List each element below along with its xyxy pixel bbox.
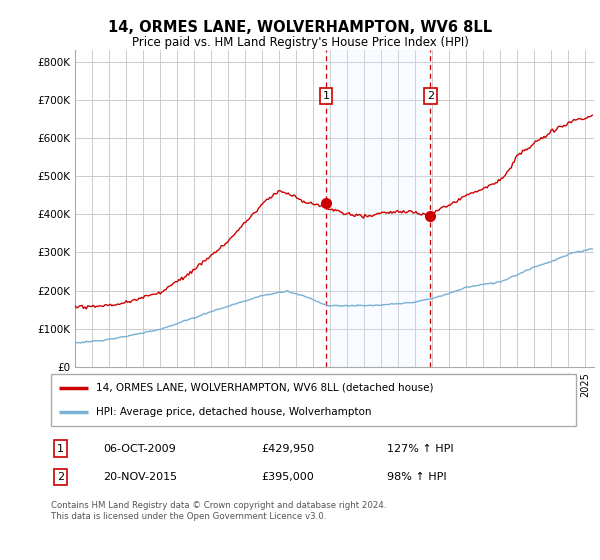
Text: 06-OCT-2009: 06-OCT-2009 [104, 444, 176, 454]
Text: Price paid vs. HM Land Registry's House Price Index (HPI): Price paid vs. HM Land Registry's House … [131, 36, 469, 49]
Text: 98% ↑ HPI: 98% ↑ HPI [387, 472, 446, 482]
Text: £395,000: £395,000 [261, 472, 314, 482]
Text: 127% ↑ HPI: 127% ↑ HPI [387, 444, 454, 454]
Text: 1: 1 [57, 444, 64, 454]
Text: 20-NOV-2015: 20-NOV-2015 [104, 472, 178, 482]
Text: 2: 2 [427, 91, 434, 101]
Text: 14, ORMES LANE, WOLVERHAMPTON, WV6 8LL (detached house): 14, ORMES LANE, WOLVERHAMPTON, WV6 8LL (… [95, 383, 433, 393]
Text: 2: 2 [57, 472, 64, 482]
Bar [326, 50, 430, 367]
Text: Contains HM Land Registry data © Crown copyright and database right 2024.
This d: Contains HM Land Registry data © Crown c… [51, 501, 386, 521]
FancyBboxPatch shape [51, 374, 576, 426]
Text: £429,950: £429,950 [261, 444, 314, 454]
Text: 1: 1 [323, 91, 329, 101]
Text: 14, ORMES LANE, WOLVERHAMPTON, WV6 8LL: 14, ORMES LANE, WOLVERHAMPTON, WV6 8LL [108, 20, 492, 35]
Text: HPI: Average price, detached house, Wolverhampton: HPI: Average price, detached house, Wolv… [95, 407, 371, 417]
